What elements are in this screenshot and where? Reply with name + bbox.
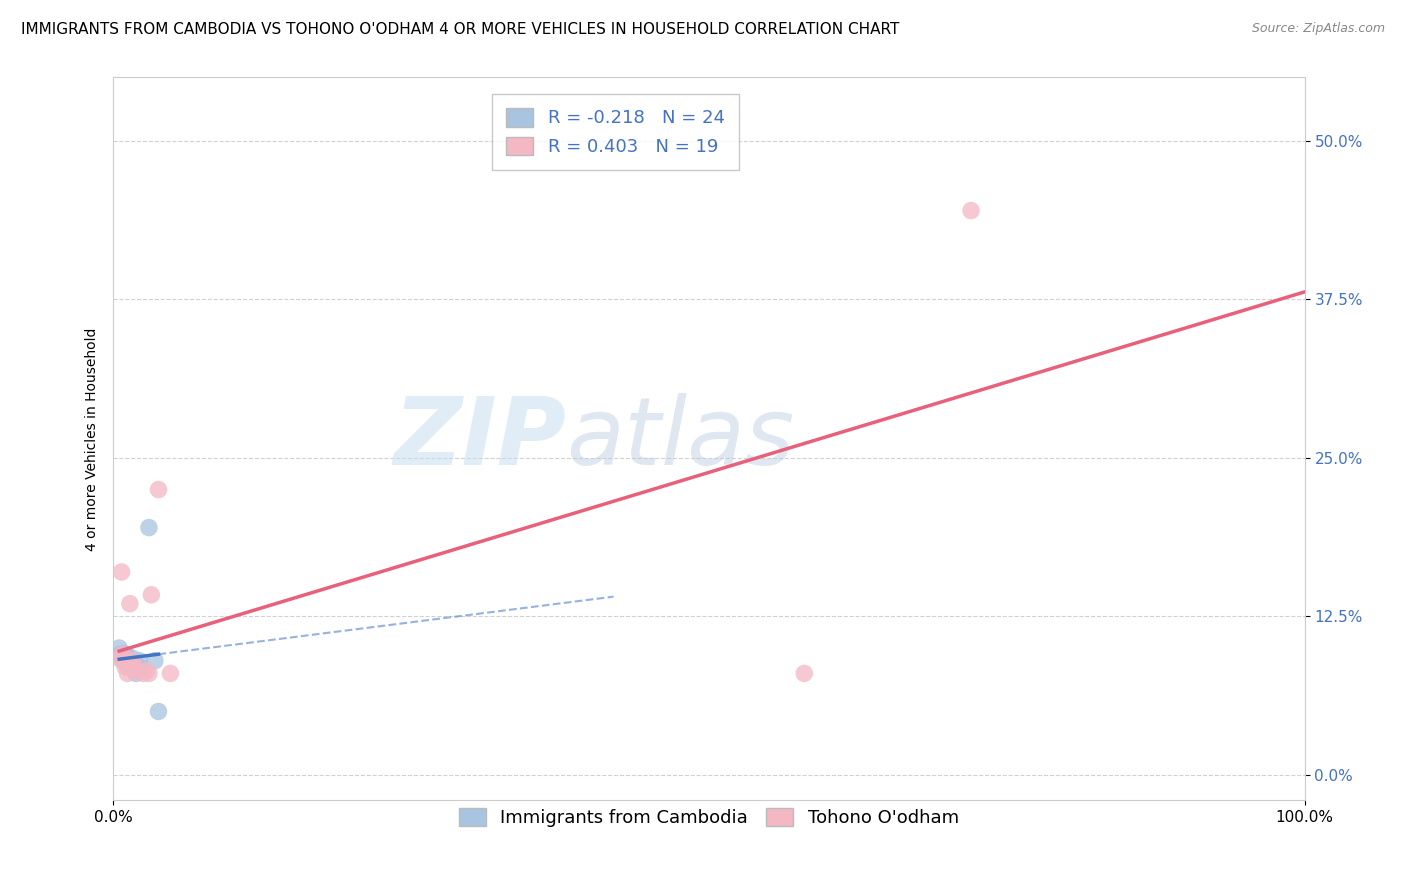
Point xyxy=(120,660,142,674)
Point xyxy=(110,648,132,662)
Point xyxy=(125,660,148,674)
Point xyxy=(125,664,148,678)
Point xyxy=(124,660,146,674)
Point xyxy=(138,520,160,534)
Point xyxy=(118,654,141,668)
Point xyxy=(111,648,134,662)
Point xyxy=(118,660,141,674)
Point xyxy=(121,654,143,668)
Point xyxy=(122,660,145,674)
Legend: Immigrants from Cambodia, Tohono O'odham: Immigrants from Cambodia, Tohono O'odham xyxy=(451,801,966,835)
Point xyxy=(111,654,134,668)
Point xyxy=(112,648,135,662)
Point xyxy=(124,657,146,671)
Y-axis label: 4 or more Vehicles in Household: 4 or more Vehicles in Household xyxy=(86,327,100,550)
Text: ZIP: ZIP xyxy=(394,392,567,485)
Point xyxy=(141,588,163,602)
Point xyxy=(115,648,138,662)
Point xyxy=(120,657,142,671)
Point xyxy=(124,660,146,674)
Point xyxy=(117,666,139,681)
Point xyxy=(148,705,170,719)
Point xyxy=(793,666,815,681)
Point xyxy=(159,666,181,681)
Point xyxy=(110,565,132,579)
Point xyxy=(114,660,136,674)
Point xyxy=(117,657,139,671)
Point xyxy=(114,648,136,662)
Point xyxy=(114,654,136,668)
Point xyxy=(125,666,148,681)
Point xyxy=(135,664,157,678)
Point xyxy=(960,203,983,218)
Point xyxy=(120,654,142,668)
Point xyxy=(118,597,141,611)
Point xyxy=(132,666,155,681)
Point xyxy=(138,666,160,681)
Text: atlas: atlas xyxy=(567,393,794,484)
Point xyxy=(128,654,150,668)
Text: IMMIGRANTS FROM CAMBODIA VS TOHONO O'ODHAM 4 OR MORE VEHICLES IN HOUSEHOLD CORRE: IMMIGRANTS FROM CAMBODIA VS TOHONO O'ODH… xyxy=(21,22,900,37)
Point xyxy=(128,660,150,674)
Point xyxy=(121,651,143,665)
Point xyxy=(148,483,170,497)
Point xyxy=(143,654,166,668)
Point xyxy=(114,654,136,668)
Text: Source: ZipAtlas.com: Source: ZipAtlas.com xyxy=(1251,22,1385,36)
Point xyxy=(108,651,131,665)
Point xyxy=(110,648,132,662)
Point xyxy=(108,641,131,656)
